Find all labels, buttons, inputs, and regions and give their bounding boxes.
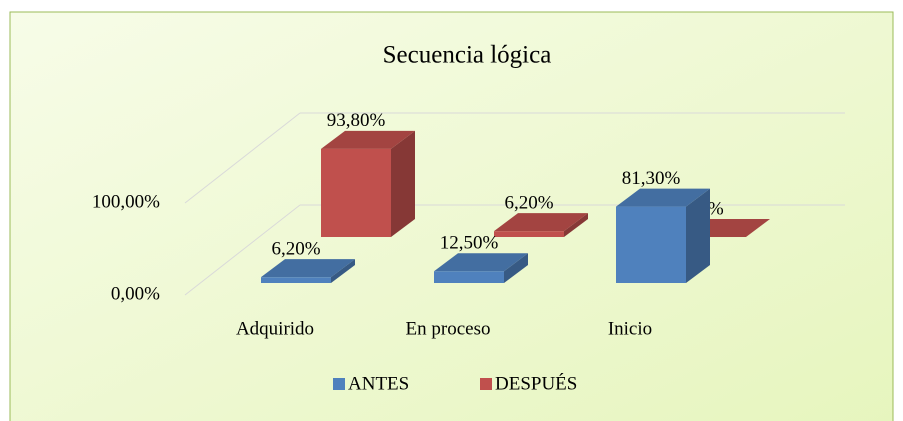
bar-side — [391, 130, 415, 237]
x-tick-label: Inicio — [608, 318, 652, 339]
grid-line — [184, 204, 301, 296]
bar-side — [564, 213, 588, 237]
y-tick-label: 0,00% — [111, 283, 160, 304]
bar — [321, 148, 391, 237]
legend-swatch — [333, 378, 345, 390]
bar-top — [321, 130, 415, 149]
bar-side — [504, 253, 528, 283]
data-label: 6,20% — [504, 193, 553, 214]
bar — [261, 277, 331, 283]
data-label: 81,30% — [622, 168, 681, 189]
data-label: 6,20% — [271, 239, 320, 260]
bar-side — [331, 259, 355, 283]
bar-top — [434, 253, 528, 272]
chart-title: Secuencia lógica — [383, 42, 552, 69]
legend-swatch — [480, 378, 492, 390]
bar-side — [686, 188, 710, 283]
bar-top — [261, 259, 355, 278]
data-label: 93,80% — [327, 110, 386, 131]
bar-top — [616, 188, 710, 207]
grid-line — [184, 112, 301, 204]
legend-label: ANTES — [348, 373, 409, 394]
bar — [494, 231, 564, 237]
data-label: 12,50% — [440, 233, 499, 254]
bar-top — [494, 213, 588, 232]
y-tick-label: 100,00% — [92, 191, 160, 212]
x-tick-label: En proceso — [406, 318, 491, 339]
legend-label: DESPUÉS — [495, 372, 577, 394]
x-tick-label: Adquirido — [236, 318, 314, 339]
bar — [434, 271, 504, 283]
chart-frame — [9, 11, 894, 421]
bar — [616, 206, 686, 283]
